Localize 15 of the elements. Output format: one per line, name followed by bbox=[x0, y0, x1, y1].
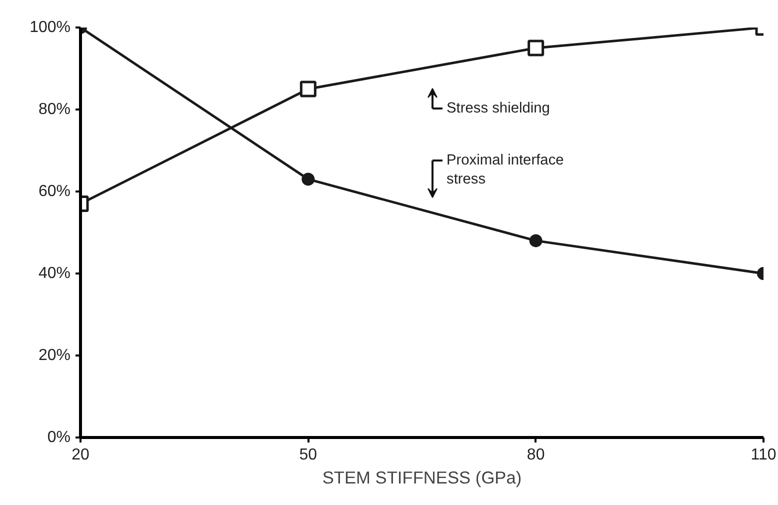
annotation: Stress shielding bbox=[446, 100, 550, 116]
x-tick-label: 80 bbox=[526, 446, 545, 464]
y-tick-label: 40% bbox=[38, 265, 71, 282]
point bbox=[529, 234, 542, 248]
annotation: Proximal interface stress bbox=[446, 152, 564, 188]
y-tick-label: 60% bbox=[38, 183, 71, 200]
x-axis-title: STEM STIFFNESS (GPa) bbox=[322, 468, 522, 488]
x-tick-label: 110 bbox=[750, 446, 776, 464]
y-tick-label: 80% bbox=[38, 101, 71, 118]
x-tick-label: 50 bbox=[299, 446, 318, 464]
point bbox=[528, 40, 544, 56]
y-tick-label: 0% bbox=[47, 429, 70, 446]
y-tick-label: 100% bbox=[30, 19, 70, 36]
x-tick-label: 20 bbox=[72, 446, 90, 464]
y-tick-label: 20% bbox=[38, 347, 71, 364]
